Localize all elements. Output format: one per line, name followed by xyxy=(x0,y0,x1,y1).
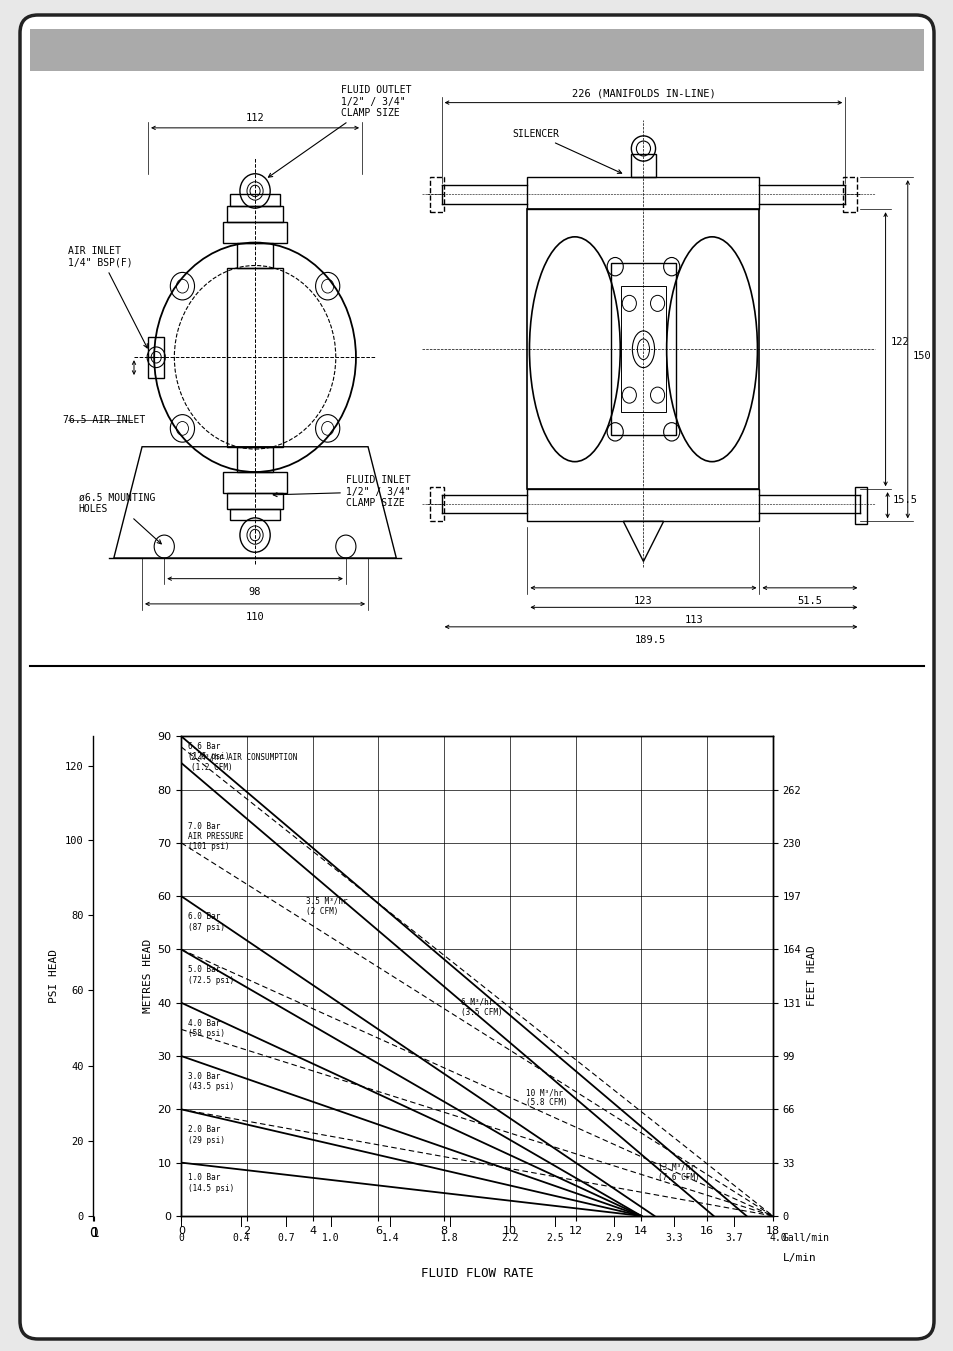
Text: L/min: L/min xyxy=(781,1254,816,1263)
Y-axis label: METRES HEAD: METRES HEAD xyxy=(143,939,153,1013)
Text: 76.5 AIR INLET: 76.5 AIR INLET xyxy=(63,415,146,426)
Text: 98: 98 xyxy=(249,586,261,597)
Text: 6 M³/hr
(3.5 CFM): 6 M³/hr (3.5 CFM) xyxy=(460,997,501,1017)
Text: 3.0 Bar
(43.5 psi): 3.0 Bar (43.5 psi) xyxy=(188,1073,233,1092)
Text: 123: 123 xyxy=(634,596,652,605)
Text: AIR INLET
1/4" BSP(F): AIR INLET 1/4" BSP(F) xyxy=(69,246,147,349)
Text: 0: 0 xyxy=(178,1232,184,1243)
Text: 122: 122 xyxy=(890,336,908,347)
FancyBboxPatch shape xyxy=(20,15,933,1339)
Text: 5.0 Bar
(72.5 psi): 5.0 Bar (72.5 psi) xyxy=(188,966,233,985)
Bar xyxy=(429,486,443,521)
Bar xyxy=(236,243,273,267)
Bar xyxy=(855,486,866,524)
Bar xyxy=(236,447,273,471)
Text: 0.4: 0.4 xyxy=(232,1232,250,1243)
Text: 1.0: 1.0 xyxy=(321,1232,339,1243)
Text: 4.0: 4.0 xyxy=(769,1232,787,1243)
Text: 13 M³/hr
(7.6 CFM): 13 M³/hr (7.6 CFM) xyxy=(657,1163,699,1182)
Text: 189.5: 189.5 xyxy=(635,635,665,644)
Text: 1.0 Bar
(14.5 psi): 1.0 Bar (14.5 psi) xyxy=(188,1173,233,1193)
Bar xyxy=(30,28,923,72)
Bar xyxy=(227,267,283,447)
Y-axis label: FEET HEAD: FEET HEAD xyxy=(806,946,816,1006)
Text: Gall/min: Gall/min xyxy=(781,1232,829,1243)
Bar xyxy=(527,177,759,209)
Text: 3.5 M³/hr
(2 CFM): 3.5 M³/hr (2 CFM) xyxy=(306,896,348,916)
Bar xyxy=(223,471,287,493)
Text: 51.5: 51.5 xyxy=(797,596,821,605)
Bar xyxy=(230,195,280,205)
Text: 0.7: 0.7 xyxy=(276,1232,294,1243)
Text: 3.7: 3.7 xyxy=(724,1232,742,1243)
Bar xyxy=(429,177,443,212)
Text: 150: 150 xyxy=(912,351,930,361)
Bar xyxy=(620,286,665,412)
Text: SILENCER: SILENCER xyxy=(512,130,621,173)
Text: 1.4: 1.4 xyxy=(381,1232,398,1243)
Text: 113: 113 xyxy=(684,615,702,626)
Text: FLUID FLOW RATE: FLUID FLOW RATE xyxy=(420,1267,533,1281)
Text: ø6.5 MOUNTING
HOLES: ø6.5 MOUNTING HOLES xyxy=(78,493,161,544)
Text: 2.0 Bar
(29 psi): 2.0 Bar (29 psi) xyxy=(188,1125,225,1144)
Text: 1.8: 1.8 xyxy=(441,1232,458,1243)
Text: 7.0 Bar
AIR PRESSURE
(101 psi): 7.0 Bar AIR PRESSURE (101 psi) xyxy=(188,821,243,851)
Y-axis label: PSI HEAD: PSI HEAD xyxy=(50,950,59,1002)
Text: 3.3: 3.3 xyxy=(664,1232,682,1243)
Bar xyxy=(631,154,655,177)
Text: 15.5: 15.5 xyxy=(892,496,917,505)
Text: 6.6 Bar
(125 psi): 6.6 Bar (125 psi) xyxy=(188,742,230,761)
Bar xyxy=(230,509,280,520)
Text: 2.2: 2.2 xyxy=(500,1232,518,1243)
Text: 2 M³/hr AIR CONSUMPTION
(1.2 CFM): 2 M³/hr AIR CONSUMPTION (1.2 CFM) xyxy=(191,753,297,771)
Bar xyxy=(842,177,857,212)
Text: 4.0 Bar
(58 psi): 4.0 Bar (58 psi) xyxy=(188,1019,225,1038)
Bar xyxy=(148,336,164,378)
Bar xyxy=(223,222,287,243)
Text: 226 (MANIFOLDS IN-LINE): 226 (MANIFOLDS IN-LINE) xyxy=(571,88,715,99)
Bar xyxy=(227,205,283,222)
Text: 110: 110 xyxy=(246,612,264,621)
Text: 10 M³/hr
(5.8 CFM): 10 M³/hr (5.8 CFM) xyxy=(526,1088,567,1108)
Bar xyxy=(611,263,675,435)
Bar xyxy=(527,489,759,521)
Text: FLUID INLET
1/2" / 3/4"
CLAMP SIZE: FLUID INLET 1/2" / 3/4" CLAMP SIZE xyxy=(273,476,410,508)
Bar xyxy=(227,493,283,509)
Text: 2.9: 2.9 xyxy=(605,1232,622,1243)
Text: FLUID OUTLET
1/2" / 3/4"
CLAMP SIZE: FLUID OUTLET 1/2" / 3/4" CLAMP SIZE xyxy=(268,85,411,177)
Bar xyxy=(527,209,759,489)
Text: 6.0 Bar
(87 psi): 6.0 Bar (87 psi) xyxy=(188,912,225,932)
Text: 2.5: 2.5 xyxy=(545,1232,563,1243)
Text: 112: 112 xyxy=(246,113,264,123)
